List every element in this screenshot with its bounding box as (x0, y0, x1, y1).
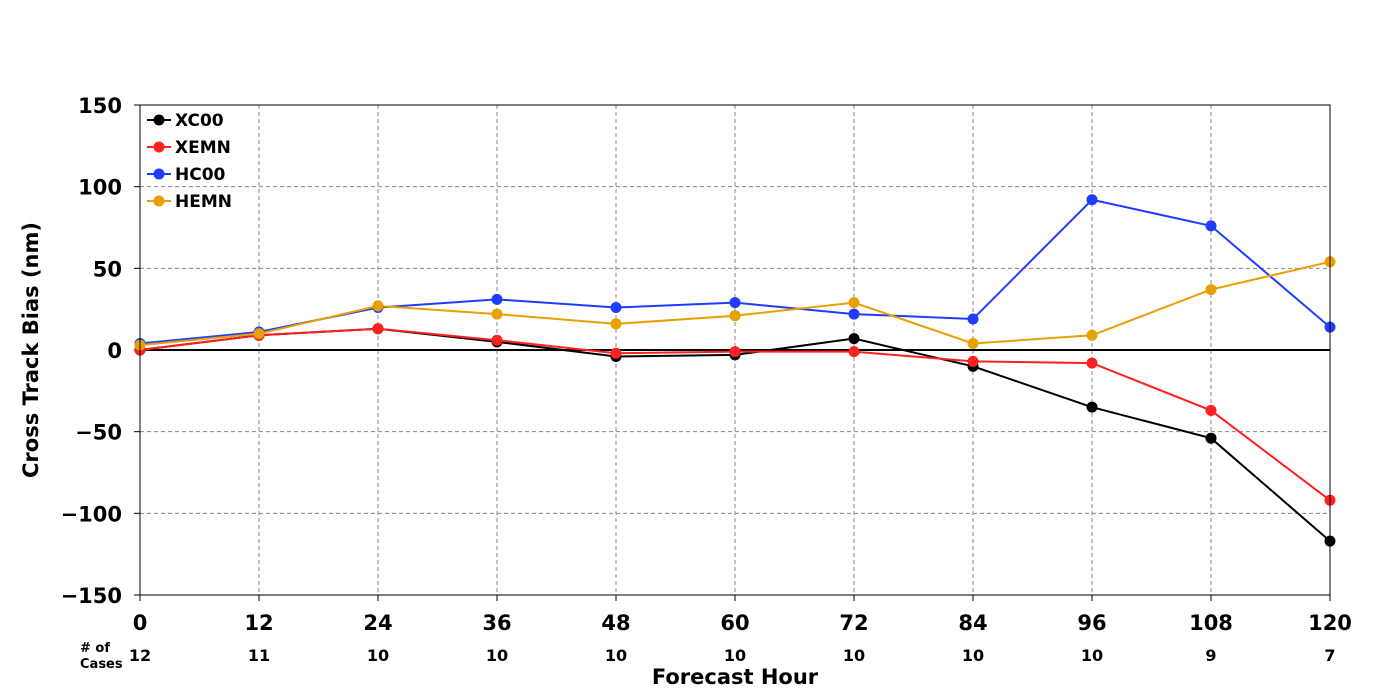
x-axis-title: Forecast Hour (652, 665, 819, 689)
case-count: 10 (843, 646, 865, 665)
x-tick-label: 36 (482, 611, 511, 635)
data-point (729, 346, 741, 358)
series-hemn (134, 256, 1336, 351)
legend-item-xc00: XC00 (147, 111, 224, 131)
case-count: 11 (248, 646, 270, 665)
x-tick-label: 72 (839, 611, 868, 635)
data-point (848, 308, 860, 320)
y-axis-title: Cross Track Bias (nm) (19, 222, 43, 478)
legend-label: HC00 (175, 165, 226, 185)
case-count: 10 (1081, 646, 1103, 665)
x-tick-label: 12 (244, 611, 273, 635)
case-count: 7 (1324, 646, 1335, 665)
data-point (491, 334, 503, 346)
legend-item-xemn: XEMN (147, 138, 231, 158)
cases-header-line2: Cases (80, 657, 123, 672)
y-tick-label: 100 (78, 176, 122, 200)
y-tick-label: −150 (61, 584, 122, 608)
data-point (967, 313, 979, 325)
x-tick-label: 96 (1077, 611, 1106, 635)
case-count: 10 (605, 646, 627, 665)
data-point (1205, 432, 1217, 444)
legend-label: XEMN (175, 138, 231, 158)
case-count: 10 (724, 646, 746, 665)
x-tick-label: 48 (601, 611, 630, 635)
case-count: 9 (1205, 646, 1216, 665)
x-tick-labels: 0 12 24 36 48 60 72 84 96 108 120 (133, 611, 1352, 635)
legend-swatch-marker (153, 141, 165, 153)
x-tick-label: 84 (958, 611, 987, 635)
y-tick-label: −50 (75, 421, 122, 445)
data-point (1086, 194, 1098, 206)
case-counts: # of Cases 12 11 10 10 10 10 10 10 10 9 7 (80, 641, 1336, 672)
x-tick-label: 120 (1308, 611, 1352, 635)
x-tick-label: 0 (133, 611, 148, 635)
legend: XC00 XEMN HC00 HEMN (147, 111, 232, 212)
legend-item-hemn: HEMN (147, 192, 232, 212)
data-point (1205, 404, 1217, 416)
data-point (1086, 401, 1098, 413)
data-point (848, 346, 860, 358)
y-tick-label: 150 (78, 94, 122, 118)
data-point (610, 302, 622, 314)
legend-swatch-marker (153, 168, 165, 180)
case-count: 10 (367, 646, 389, 665)
data-point (729, 297, 741, 309)
data-point (372, 323, 384, 335)
y-tick-label: 50 (93, 257, 122, 281)
data-point (848, 333, 860, 345)
plot-frame (139, 104, 1331, 596)
case-count: 10 (486, 646, 508, 665)
case-count: 10 (962, 646, 984, 665)
y-tick-label: 0 (107, 339, 122, 363)
legend-label: XC00 (175, 111, 224, 131)
data-point (1086, 329, 1098, 341)
data-point (1205, 220, 1217, 232)
data-point (1205, 284, 1217, 296)
data-point (967, 355, 979, 367)
data-point (610, 347, 622, 359)
data-point (967, 337, 979, 349)
legend-item-hc00: HC00 (147, 165, 226, 185)
data-point (729, 310, 741, 322)
case-count: 12 (129, 646, 151, 665)
x-tick-label: 60 (720, 611, 749, 635)
data-point (610, 318, 622, 330)
data-point (848, 297, 860, 309)
cases-header-line1: # of (80, 641, 110, 656)
legend-swatch-marker (153, 195, 165, 207)
data-point (253, 328, 265, 340)
data-point (372, 300, 384, 312)
legend-swatch-marker (153, 114, 165, 126)
y-tick-labels: 150 100 50 0 −50 −100 −150 (61, 94, 122, 608)
x-tick-label: 108 (1189, 611, 1233, 635)
series-line-hc00 (139, 198, 1331, 345)
series-layer (134, 194, 1336, 547)
y-tick-label: −100 (61, 502, 122, 526)
data-point (491, 293, 503, 305)
x-tick-label: 24 (363, 611, 392, 635)
data-point (491, 308, 503, 320)
legend-label: HEMN (175, 192, 232, 212)
data-point (1086, 357, 1098, 369)
